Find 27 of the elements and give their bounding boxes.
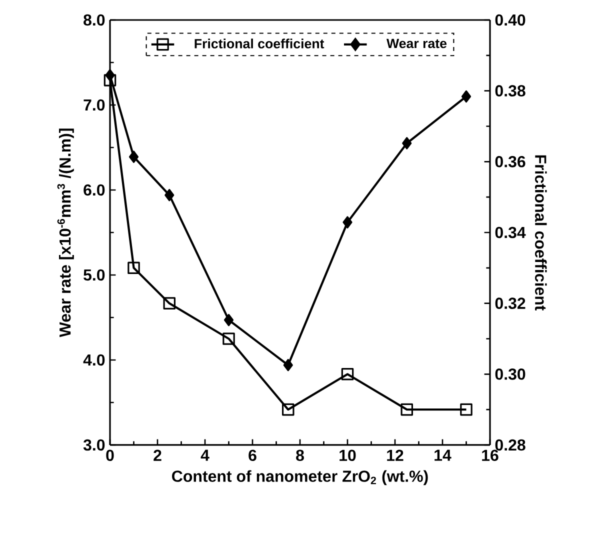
y-tick-label: 8.0 — [84, 14, 105, 26]
legend-label: Frictional coefficient — [194, 38, 324, 48]
x-axis-title: Content of nanometer ZrO$_{2}$ (wt.%) — [172, 470, 428, 486]
x-tick-label: 8 — [296, 450, 304, 462]
legend-label: Wear rate — [386, 38, 447, 48]
y2-tick-label: 0.34 — [495, 226, 526, 238]
y-tick-label: 3.0 — [83, 439, 105, 451]
y-tick-label: 4.0 — [83, 354, 105, 366]
x-tick-label: 6 — [248, 450, 256, 462]
y2-tick-label: 0.28 — [495, 439, 526, 451]
x-tick-label: 12 — [387, 450, 404, 461]
y2-axis-title: Frictional coefficient — [535, 155, 547, 311]
y-axis-title: Wear rate [x10$^{-6}$mm$^{3}$ /(N.m)] — [57, 128, 74, 338]
y2-tick-label: 0.30 — [495, 368, 526, 380]
y2-tick-label: 0.40 — [495, 14, 526, 26]
x-tick-label: 14 — [434, 450, 452, 461]
y-tick-label: 7.0 — [84, 99, 105, 111]
y-tick-label: 5.0 — [84, 269, 105, 281]
x-tick-label: 16 — [482, 450, 498, 462]
x-tick-label: 4 — [200, 450, 210, 461]
x-tick-label: 2 — [154, 450, 162, 461]
x-tick-label: 0 — [106, 450, 114, 462]
y2-tick-label: 0.38 — [495, 85, 526, 97]
y2-tick-label: 0.32 — [495, 298, 526, 310]
y-tick-label: 6.0 — [84, 184, 105, 196]
x-tick-label: 10 — [340, 450, 356, 462]
y2-tick-label: 0.36 — [495, 156, 526, 168]
